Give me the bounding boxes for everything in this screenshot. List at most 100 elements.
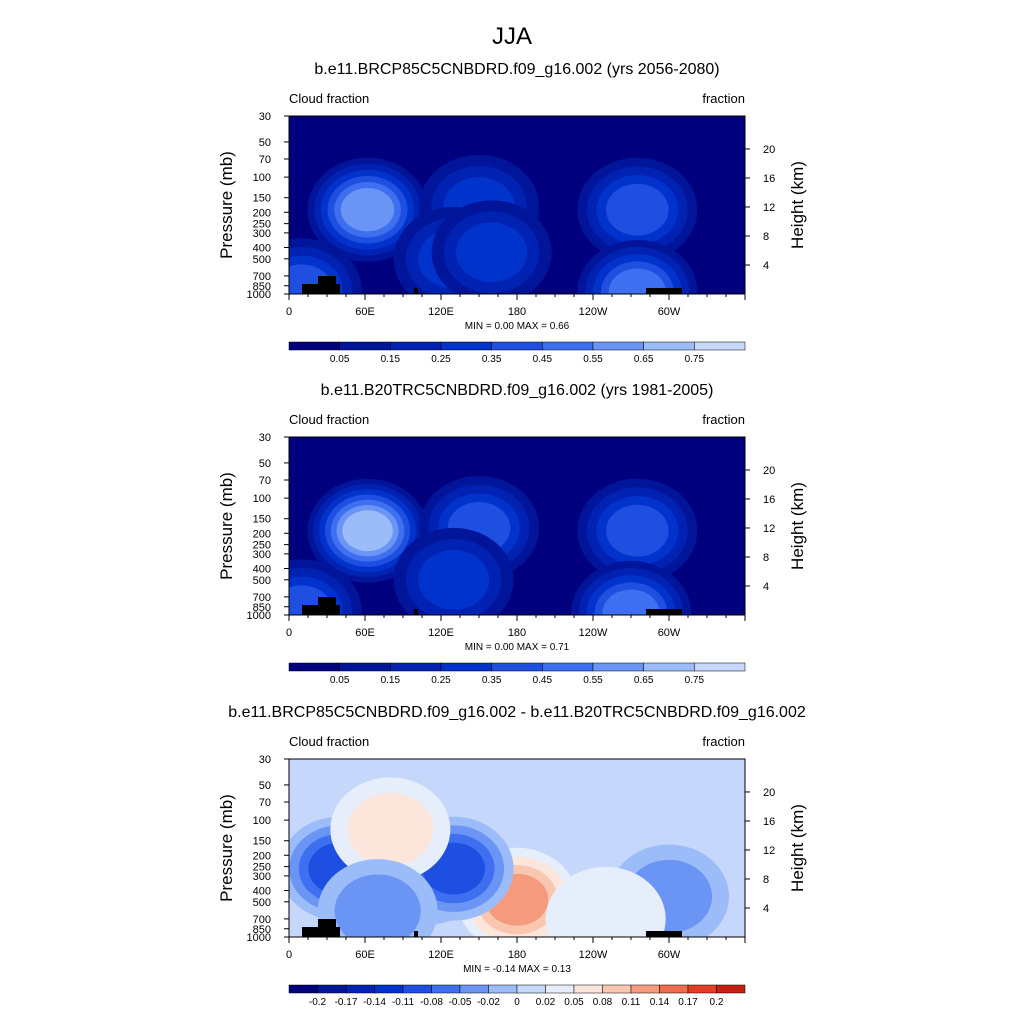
- colorbar-tick-label: 0.17: [678, 997, 698, 1008]
- min-max-stats: MIN = 0.00 MAX = 0.66: [465, 321, 570, 332]
- y-tick-label: 50: [259, 458, 271, 470]
- contour-band: [693, 569, 721, 590]
- colorbar-tick-label: 0.55: [583, 354, 603, 365]
- chart-panel-3: b.e11.BRCP85C5CNBDRD.f09_g16.002 - b.e11…: [217, 704, 807, 1008]
- contour-feature-8: [577, 239, 698, 294]
- y2-tick-label: 12: [763, 202, 775, 214]
- colorbar-tick-label: -0.2: [309, 997, 327, 1008]
- y-tick-label: 500: [253, 897, 271, 909]
- colorbar-swatch: [659, 984, 689, 994]
- chart-title: b.e11.BRCP85C5CNBDRD.f09_g16.002 (yrs 20…: [314, 61, 719, 78]
- topography-south-america: [646, 609, 682, 615]
- y-tick-label: 100: [253, 815, 271, 827]
- contour-feature-7: [577, 157, 698, 262]
- x-tick-label: 60W: [658, 627, 681, 639]
- contour-feature-7: [571, 560, 691, 615]
- y-tick-label: 150: [253, 836, 271, 848]
- x-tick-label: 60E: [355, 306, 375, 318]
- colorbar-tick-label: 0.05: [564, 997, 584, 1008]
- y2-axis-label: Height (km): [788, 161, 807, 249]
- panels: b.e11.BRCP85C5CNBDRD.f09_g16.002 (yrs 20…: [217, 61, 807, 1008]
- y2-tick-label: 8: [763, 552, 769, 564]
- x-tick-label: 180: [508, 306, 526, 318]
- y-tick-label: 1000: [247, 289, 271, 301]
- contour-band: [418, 550, 490, 610]
- colorbar-tick-label: -0.14: [363, 997, 386, 1008]
- colorbar-swatch: [459, 984, 489, 994]
- colorbar: -0.2 -0.17 -0.14 -0.11 -0.08 -0.05 -0.02 0 0.02 0…: [288, 984, 746, 1008]
- chart-panel-2: b.e11.B20TRC5CNBDRD.f09_g16.002 (yrs 198…: [217, 382, 807, 686]
- y2-tick-label: 12: [763, 523, 775, 535]
- contour-band: [606, 183, 669, 236]
- contour-band: [608, 268, 666, 294]
- x-tick-label: 0: [286, 949, 292, 961]
- colorbar: 0.05 0.15 0.25 0.35 0.45 0.55 0.65 0.75: [288, 341, 746, 365]
- colorbar-swatch: [390, 662, 442, 672]
- colorbar-swatch: [440, 341, 492, 351]
- colorbar-swatch: [573, 984, 603, 994]
- colorbar-swatch: [288, 662, 340, 672]
- y-tick-label: 250: [253, 862, 271, 874]
- colorbar-swatch: [542, 341, 594, 351]
- chart-right-label: fraction: [702, 412, 745, 427]
- colorbar-swatch: [317, 984, 347, 994]
- contour-feature-2: [693, 569, 721, 590]
- y-tick-label: 850: [253, 281, 271, 293]
- y2-axis-label: Height (km): [788, 804, 807, 892]
- colorbar-tick-label: 0.45: [533, 675, 553, 686]
- contour-feature-7: [545, 866, 666, 937]
- y-tick-label: 70: [259, 797, 271, 809]
- chart-right-label: fraction: [702, 91, 745, 106]
- y-tick-label: 30: [259, 111, 271, 123]
- y-tick-label: 300: [253, 228, 271, 240]
- topography-south-america: [646, 288, 682, 294]
- contour-feature-6: [577, 478, 698, 583]
- colorbar-tick-label: 0.45: [533, 354, 553, 365]
- y2-tick-label: 20: [763, 787, 775, 799]
- y2-tick-label: 16: [763, 816, 775, 828]
- colorbar-swatch: [491, 662, 543, 672]
- chart-right-label: fraction: [702, 734, 745, 749]
- chart-left-label: Cloud fraction: [289, 91, 369, 106]
- colorbar-swatch: [542, 662, 594, 672]
- colorbar-swatch: [402, 984, 432, 994]
- contour-band: [602, 589, 660, 615]
- chart-panel-1: b.e11.BRCP85C5CNBDRD.f09_g16.002 (yrs 20…: [217, 61, 807, 365]
- topography-africa: [302, 284, 340, 294]
- plot-area: [289, 437, 745, 615]
- topography-africa-peak: [318, 919, 336, 927]
- colorbar-swatch: [694, 341, 746, 351]
- contour-feature-5: [330, 777, 451, 882]
- y2-tick-label: 4: [763, 903, 769, 915]
- y-tick-label: 300: [253, 549, 271, 561]
- colorbar-tick-label: -0.05: [449, 997, 472, 1008]
- y-tick-label: 70: [259, 154, 271, 166]
- contour-feature-8: [317, 859, 438, 937]
- contour-band: [347, 792, 434, 866]
- y-tick-label: 850: [253, 602, 271, 614]
- x-tick-label: 180: [508, 627, 526, 639]
- y-tick-label: 50: [259, 780, 271, 792]
- x-tick-label: 0: [286, 627, 292, 639]
- colorbar-tick-label: -0.02: [477, 997, 500, 1008]
- colorbar-swatch: [288, 341, 340, 351]
- x-tick-label: 120E: [428, 306, 454, 318]
- contour-feature-5: [393, 527, 514, 615]
- colorbar-swatch: [339, 341, 391, 351]
- colorbar-tick-label: 0: [514, 997, 520, 1008]
- x-tick-label: 60E: [355, 949, 375, 961]
- topography-asia: [414, 609, 418, 615]
- contour-band: [340, 188, 395, 232]
- y-tick-label: 850: [253, 924, 271, 936]
- contour-feature-1: [693, 248, 721, 269]
- colorbar-swatch: [630, 984, 660, 994]
- colorbar-swatch: [491, 341, 543, 351]
- colorbar-swatch: [643, 662, 695, 672]
- colorbar-swatch: [440, 662, 492, 672]
- colorbar-tick-label: 0.65: [634, 675, 654, 686]
- topography-asia: [414, 931, 418, 937]
- topography-south-america: [646, 931, 682, 937]
- colorbar-swatch: [716, 984, 746, 994]
- x-tick-label: 60W: [658, 949, 681, 961]
